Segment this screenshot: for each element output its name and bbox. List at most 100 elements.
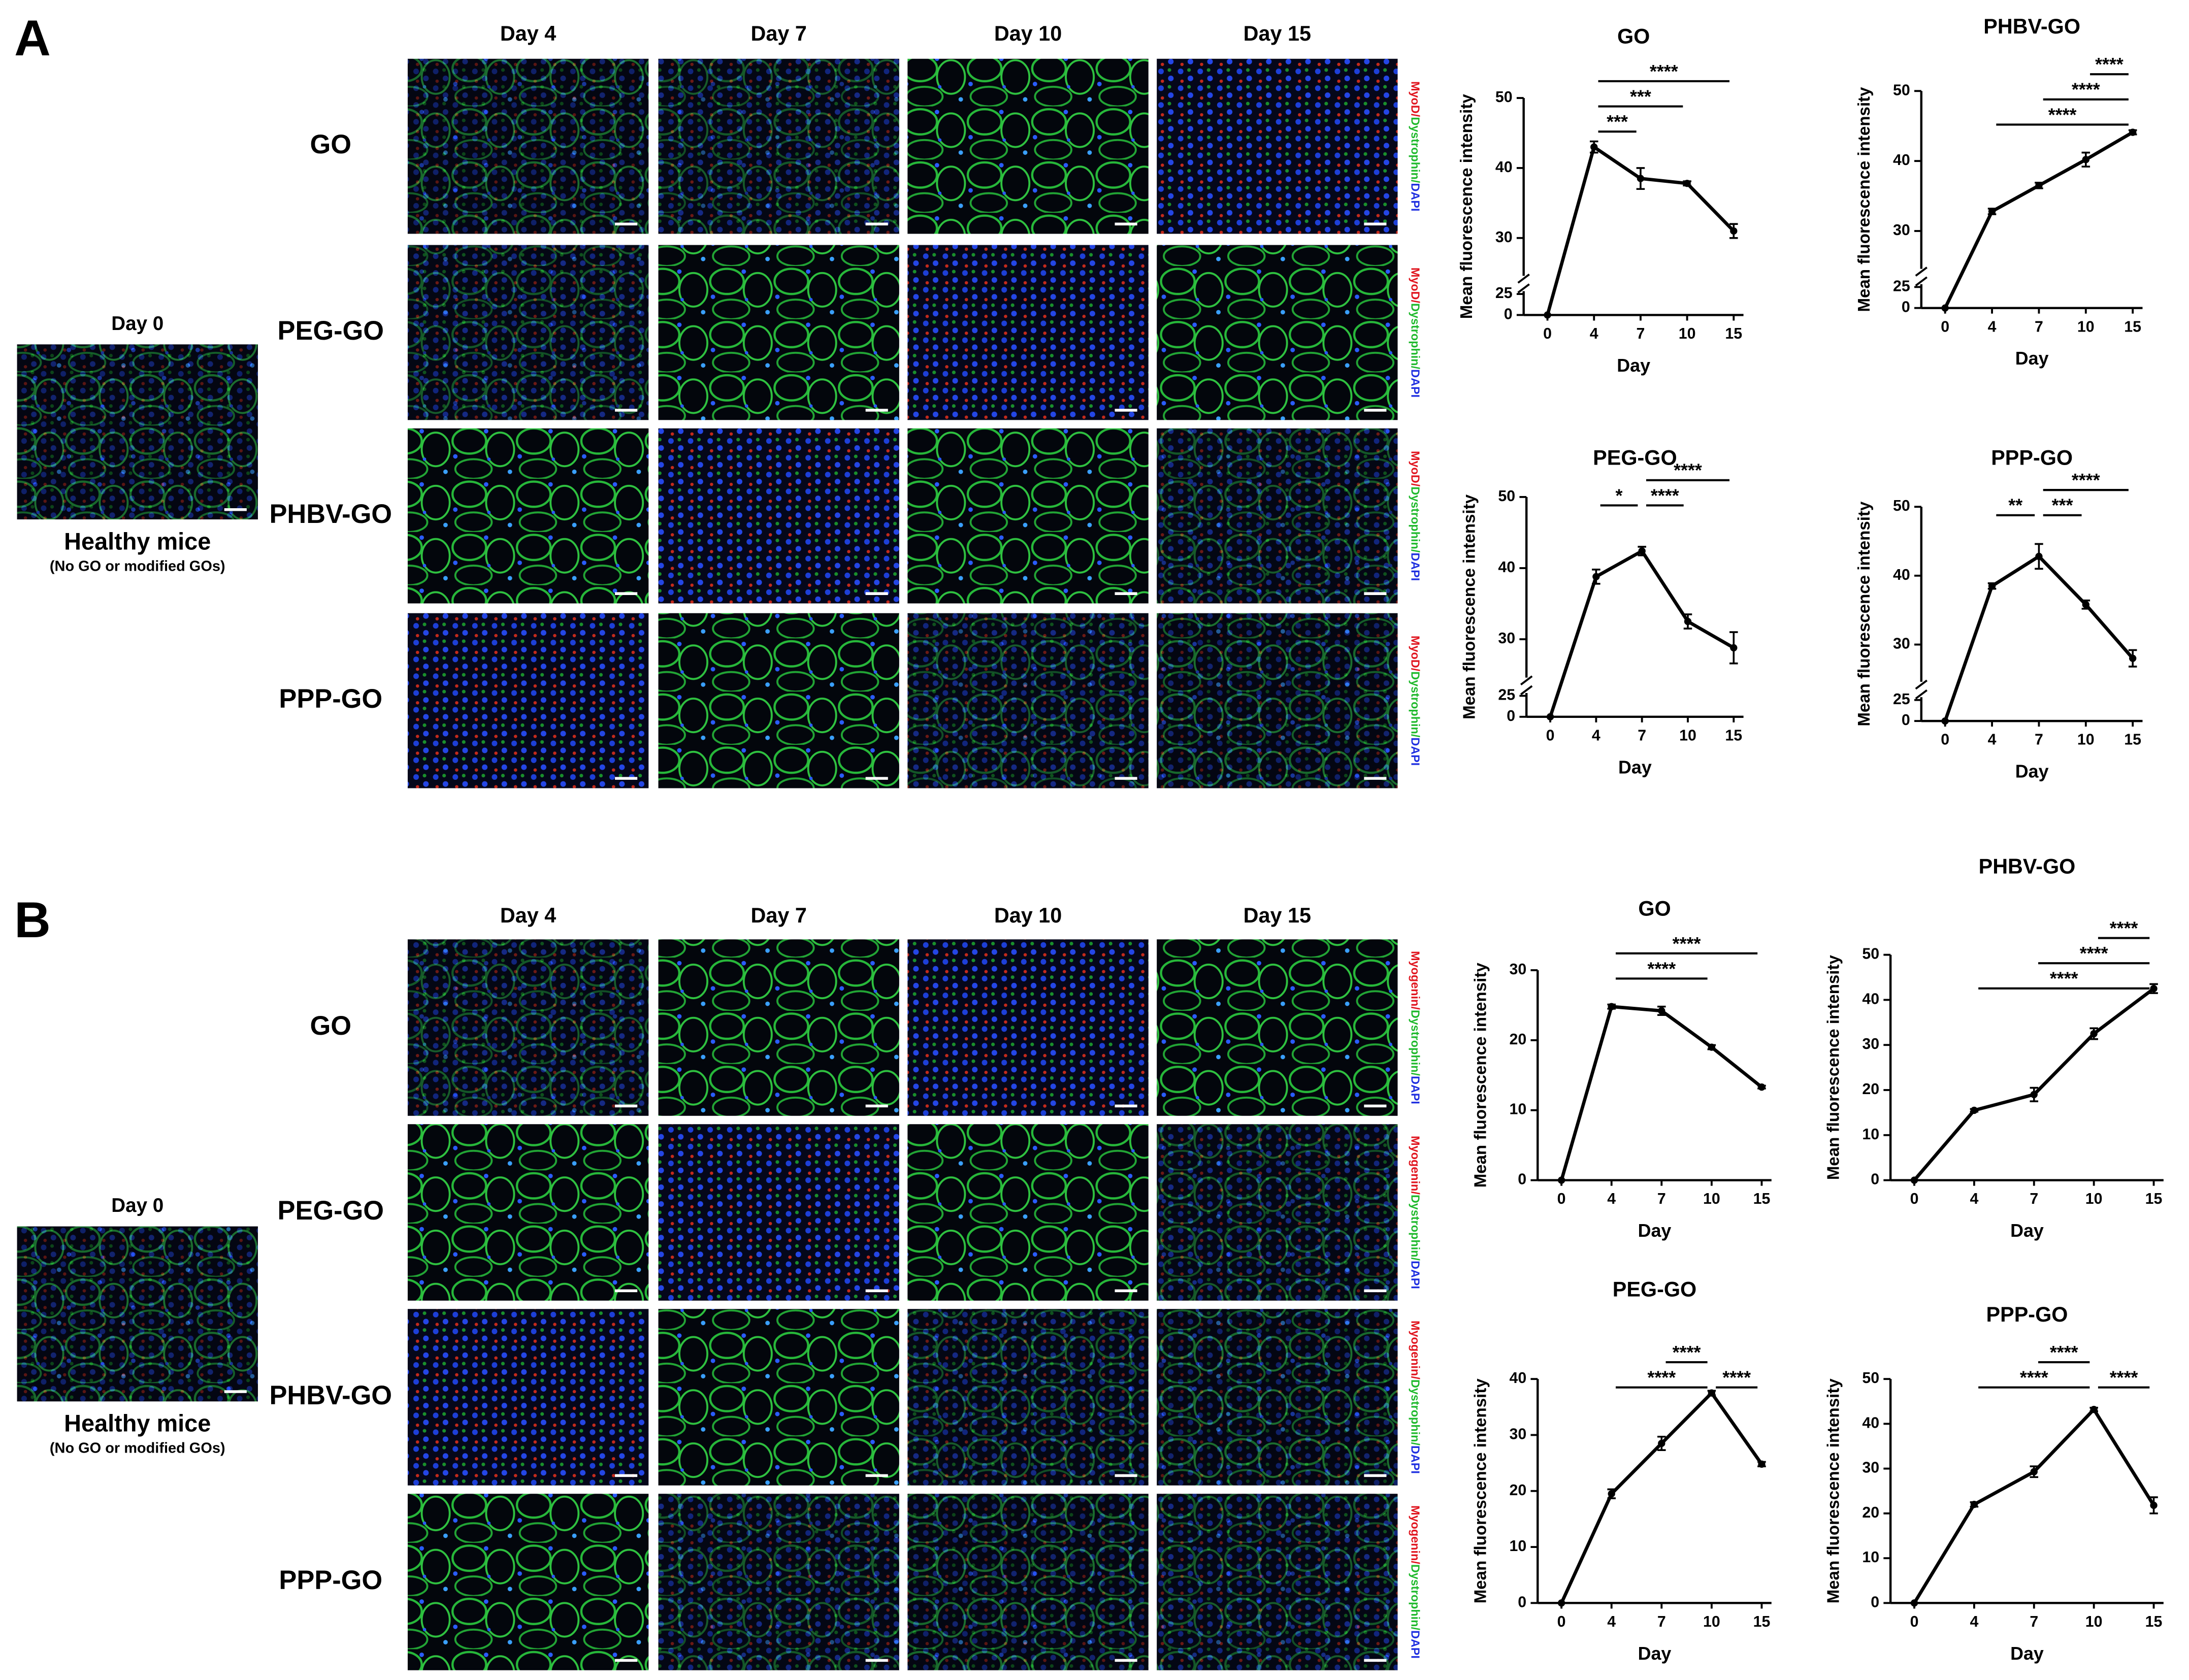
x-tick-label: 15 [2145,1613,2163,1630]
y-tick-label: 25 [1893,278,1910,294]
y-tick-label: 10 [1862,1549,1879,1566]
y-axis-label: Mean fluorescence intensity [1460,494,1479,719]
stain-label: Myogenin/Dystrophin/DAPI [1409,1321,1422,1474]
x-tick-label: 0 [1557,1191,1566,1207]
x-axis-label: Day [2015,762,2049,782]
data-line [1943,130,2134,309]
y-tick-label: 20 [1509,1031,1526,1048]
x-tick-label: 0 [1557,1613,1566,1630]
micrograph-overlay [907,1124,1149,1301]
y-axis-label: Mean fluorescence intensity [1824,1378,1843,1604]
x-tick-label: 0 [1941,732,1949,748]
x-tick-label: 15 [1753,1613,1771,1630]
significance-label: **** [2080,943,2108,964]
row-label: PEG-GO [278,1196,384,1226]
stain-label: MyoD/Dystrophin/DAPI [1409,81,1422,211]
error-bar [2081,151,2090,168]
micrograph-overlay [658,428,899,604]
column-label: Day 7 [750,22,806,45]
column-label: Day 4 [500,904,556,927]
data-line [1559,1005,1763,1181]
y-tick-label: 0 [1902,299,1910,316]
chart-title: GO [1617,24,1650,48]
chart-title: PHBV-GO [1983,15,2080,38]
column-label: Day 4 [500,22,556,45]
x-tick-label: 15 [1753,1191,1771,1207]
y-axis-label: Mean fluorescence intensity [1855,87,1874,312]
x-tick-label: 15 [2124,318,2141,335]
y-tick-label: 0 [1518,1594,1526,1610]
micrograph-overlay [17,1226,258,1402]
control-title: Healthy mice [64,1410,211,1437]
significance-label: **** [1673,934,1701,954]
error-bar [1592,569,1600,585]
x-tick-label: 7 [2035,318,2043,335]
y-axis-label: Mean fluorescence intensity [1855,501,1874,727]
micrograph-overlay [407,1309,649,1486]
x-tick-label: 0 [1941,318,1949,335]
y-tick-label: 40 [1893,152,1910,169]
micrograph [407,1124,649,1301]
y-tick-label: 30 [1509,961,1526,978]
column-label: Day 15 [1244,904,1311,927]
stain-part: DAPI [1409,1630,1422,1659]
significance-label: **** [1647,1368,1676,1388]
error-bar [1729,631,1738,665]
micrograph [907,939,1149,1116]
y-tick-label: 10 [1862,1126,1879,1143]
micrograph-overlay [658,1309,899,1486]
column-label: Day 7 [750,904,806,927]
significance-label: *** [1607,112,1628,132]
stain-part: DAPI [1409,552,1422,581]
micrograph [17,1226,258,1402]
micrograph-overlay [1157,245,1398,420]
significance-label: *** [2052,496,2073,516]
x-axis-label: Day [1617,355,1650,376]
error-bar [1636,167,1645,190]
axis-break [1517,273,1530,284]
y-tick-label: 40 [1509,1370,1526,1387]
x-tick-label: 10 [1703,1613,1720,1630]
row-label: PPP-GO [279,684,382,714]
x-tick-label: 7 [1657,1613,1666,1630]
row-label: GO [310,1011,351,1041]
x-tick-label: 7 [2030,1191,2038,1207]
micrograph-overlay [1157,613,1398,788]
x-tick-label: 10 [1703,1191,1720,1207]
micrograph [407,428,649,604]
significance-label: **** [1673,1342,1701,1363]
significance-label: **** [1650,61,1678,82]
stain-part: MyoD/ [1409,636,1422,672]
micrograph-overlay [17,344,258,520]
y-tick-label: 30 [1862,1460,1879,1476]
x-tick-label: 10 [1679,325,1696,342]
error-bar [2149,1496,2158,1514]
y-tick-label: 30 [1862,1036,1879,1052]
stain-label: Myogenin/Dystrophin/DAPI [1409,951,1422,1104]
stain-label: Myogenin/Dystrophin/DAPI [1409,1505,1422,1659]
significance-label: *** [1630,86,1651,107]
x-axis-label: Day [2010,1221,2044,1241]
x-tick-label: 15 [2124,732,2141,748]
error-bar [1589,140,1598,154]
significance-label: * [1616,485,1623,506]
significance-label: **** [2110,1368,2138,1388]
error-bar [1607,1488,1616,1499]
stain-part: Dystrophin/ [1409,1379,1422,1446]
error-bar [1657,1005,1666,1016]
x-tick-label: 10 [2085,1191,2103,1207]
micrograph [907,428,1149,604]
stain-part: Dystrophin/ [1409,671,1422,738]
panel-letter: A [14,10,51,67]
x-axis-label: Day [1618,757,1652,777]
error-bar [1607,1003,1616,1010]
y-tick-label: 20 [1862,1504,1879,1521]
micrograph-overlay [1157,1494,1398,1670]
micrograph-overlay [1157,1124,1398,1301]
significance-label: **** [2072,470,2100,490]
y-tick-label: 10 [1509,1101,1526,1118]
stain-label: MyoD/Dystrophin/DAPI [1409,451,1422,581]
micrograph-overlay [407,245,649,420]
